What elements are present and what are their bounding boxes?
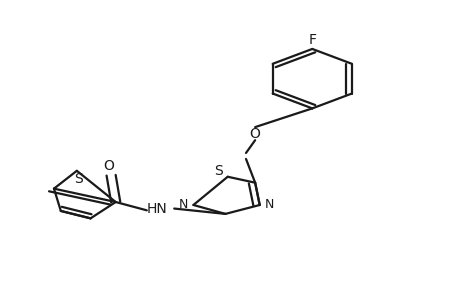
Text: F: F [308,33,316,47]
Text: S: S [214,164,223,178]
Text: N: N [178,199,188,212]
Text: O: O [103,159,114,173]
Text: S: S [73,172,83,186]
Text: O: O [249,127,260,141]
Text: HN: HN [146,202,167,216]
Text: N: N [264,199,274,212]
